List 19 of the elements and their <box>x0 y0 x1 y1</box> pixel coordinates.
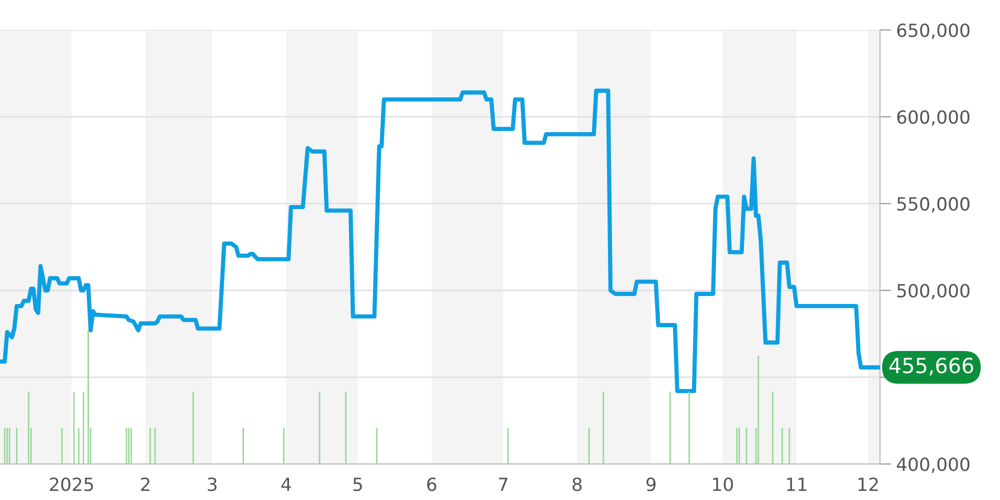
x-tick-label: 12 <box>858 478 878 491</box>
line-series <box>0 88 880 394</box>
x-tick-label: 10 <box>713 478 733 492</box>
y-tick-label: 600,000 <box>897 110 970 126</box>
x-tick-label: 7 <box>498 478 508 491</box>
x-tick-label: 2025 <box>50 478 93 492</box>
x-tick-label: 11 <box>787 478 806 491</box>
x-tick-label: 3 <box>208 478 217 492</box>
x-tick-label: 4 <box>281 478 291 491</box>
x-tick-label: 5 <box>353 478 362 492</box>
annotation: 455,666 <box>889 358 974 376</box>
x-tick-label: 2 <box>141 478 150 491</box>
y-tick-label: 400,000 <box>896 457 970 473</box>
y-tick-label: 550,000 <box>897 197 970 213</box>
x-tick-label: 8 <box>572 478 582 492</box>
x-tick-label: 9 <box>646 478 656 492</box>
x-tick-label: 6 <box>427 478 436 492</box>
y-tick-label: 650,000 <box>897 23 970 39</box>
y-tick-label: 500,000 <box>897 284 970 300</box>
